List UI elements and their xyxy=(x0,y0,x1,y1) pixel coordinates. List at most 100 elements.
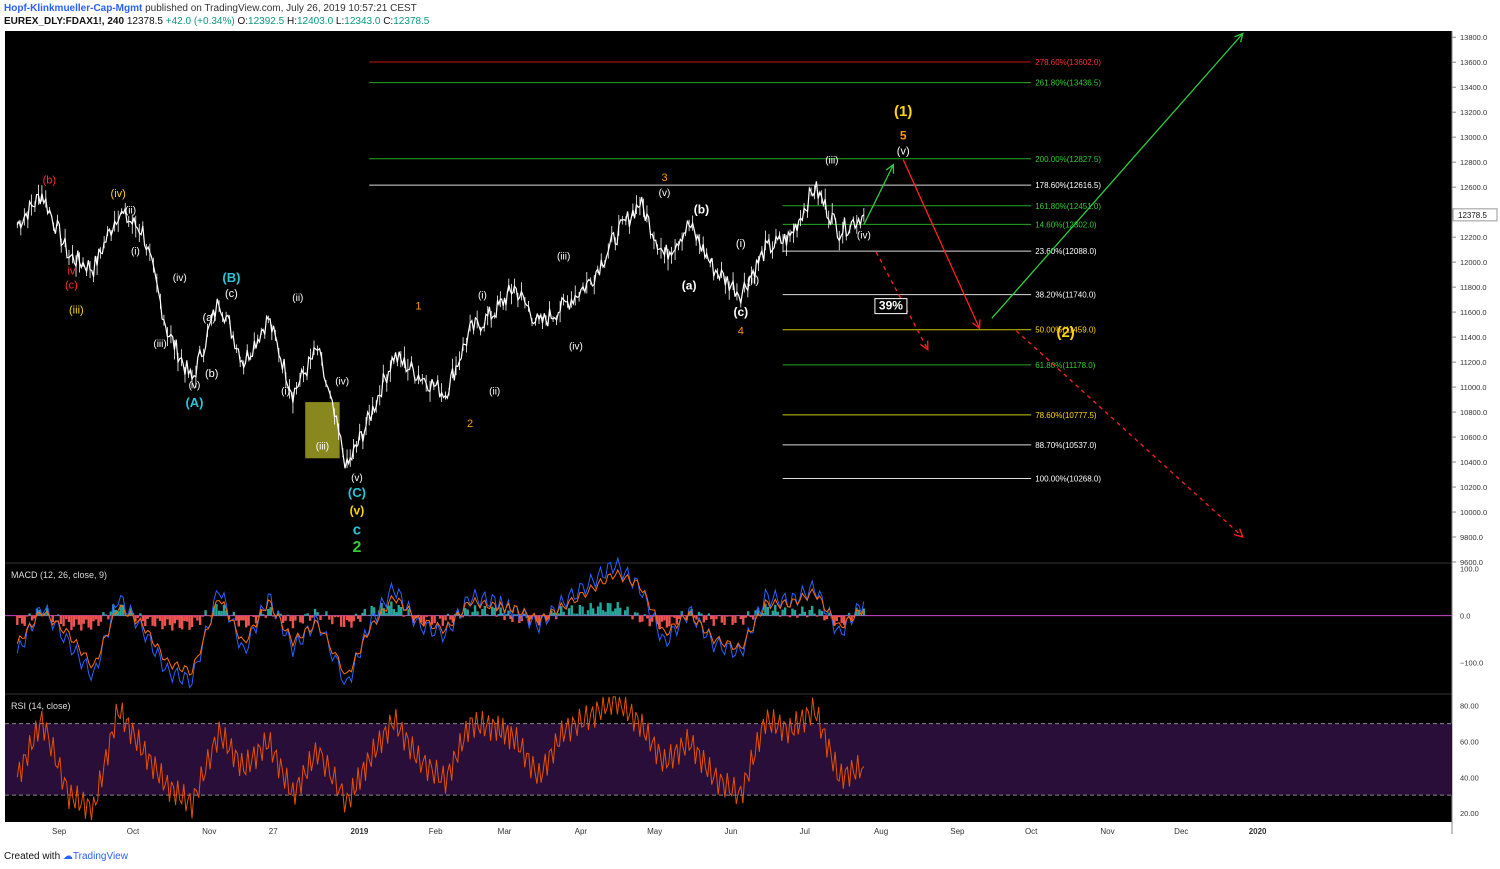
macd-histogram-bar xyxy=(776,611,779,616)
wave-label: (2) xyxy=(1056,324,1074,341)
publish-info: published on TradingView.com, July 26, 2… xyxy=(145,3,417,14)
macd-histogram-bar xyxy=(702,615,706,623)
macd-histogram-bar xyxy=(616,601,619,616)
macd-histogram-bar xyxy=(425,615,428,617)
macd-histogram-bar xyxy=(591,608,595,616)
wave-label: (v) xyxy=(897,146,910,158)
macd-histogram-bar xyxy=(781,609,784,616)
macd-histogram-bar xyxy=(387,605,391,616)
fib-level-label: 14.60%(12302.0) xyxy=(1035,220,1097,229)
macd-histogram-bar xyxy=(220,610,223,616)
macd-histogram-bar xyxy=(99,615,103,622)
macd-histogram-bar xyxy=(783,607,787,616)
fib-level-label: 261.80%(13436.5) xyxy=(1035,79,1101,88)
symbol-header: EUREX_DLY:FDAX1!, 240 12378.5 +42.0 (+0.… xyxy=(4,16,429,27)
macd-histogram-bar xyxy=(537,615,541,626)
macd-histogram-bar xyxy=(499,607,502,616)
macd-histogram-bar xyxy=(217,610,221,616)
macd-histogram-bar xyxy=(530,615,533,620)
macd-histogram-bar xyxy=(264,615,268,618)
low-value: 12343.0 xyxy=(344,16,381,27)
macd-histogram-bar xyxy=(850,615,853,620)
x-tick-label: Sep xyxy=(52,827,67,836)
macd-histogram-bar xyxy=(486,614,489,616)
y-tick-label: 10600.0 xyxy=(1460,433,1487,442)
macd-histogram-bar xyxy=(562,611,565,616)
macd-histogram-bar xyxy=(56,614,60,616)
macd-histogram-bar xyxy=(466,609,469,616)
macd-histogram-bar xyxy=(788,615,792,618)
macd-histogram-bar xyxy=(673,615,676,618)
macd-histogram-bar xyxy=(734,615,737,623)
wave-label: (B) xyxy=(222,270,240,285)
macd-histogram-bar xyxy=(648,615,651,627)
wave-label: (ii) xyxy=(292,293,303,304)
y-tick-label: 13200.0 xyxy=(1460,108,1487,117)
macd-histogram-bar xyxy=(94,615,98,620)
macd-histogram-bar xyxy=(299,615,302,623)
last-price-marker xyxy=(1452,208,1498,222)
macd-histogram-bar xyxy=(601,610,605,616)
macd-histogram-bar xyxy=(316,612,319,616)
x-tick-label: Nov xyxy=(1100,827,1114,836)
macd-histogram-bar xyxy=(575,613,579,616)
macd-histogram-bar xyxy=(501,613,504,616)
macd-histogram-bar xyxy=(82,615,85,624)
macd-histogram-bar xyxy=(586,610,590,616)
wave-label: (iv) xyxy=(569,342,583,353)
macd-histogram-bar xyxy=(707,613,711,616)
macd-histogram-bar xyxy=(658,615,661,629)
macd-histogram-bar xyxy=(85,615,88,620)
macd-histogram-bar xyxy=(774,604,777,616)
author-link[interactable]: Hopf-Klinkmueller-Cap-Mgmt xyxy=(4,3,143,14)
macd-histogram-bar xyxy=(493,607,496,616)
macd-histogram-bar xyxy=(402,615,405,617)
macd-histogram-bar xyxy=(163,615,167,626)
macd-histogram-bar xyxy=(820,610,824,616)
high-label: H: xyxy=(286,16,297,27)
symbol-name: EUREX_DLY:FDAX1!, 240 xyxy=(4,16,125,27)
macd-histogram-bar xyxy=(30,615,34,621)
macd-histogram-bar xyxy=(720,615,724,623)
macd-histogram-bar xyxy=(815,615,819,617)
tradingview-link[interactable]: TradingView xyxy=(72,851,128,862)
macd-histogram-bar xyxy=(153,615,157,627)
macd-histogram-bar xyxy=(306,613,309,616)
y-tick-label: 11600.0 xyxy=(1460,308,1487,317)
macd-histogram-bar xyxy=(114,609,117,616)
macd-histogram-bar xyxy=(188,615,191,630)
macd-histogram-bar xyxy=(838,615,841,618)
macd-histogram-bar xyxy=(146,615,149,619)
macd-histogram-bar xyxy=(375,614,378,616)
macd-histogram-bar xyxy=(337,615,340,618)
macd-histogram-bar xyxy=(433,615,436,624)
rsi-y-tick-label: 40.00 xyxy=(1460,773,1479,782)
macd-histogram-bar xyxy=(80,615,83,631)
macd-histogram-bar xyxy=(678,615,681,620)
low-label: L: xyxy=(335,16,345,27)
macd-histogram-bar xyxy=(660,615,664,622)
macd-histogram-bar xyxy=(550,610,553,616)
fib-level-label: 50.00%(11459.0) xyxy=(1035,326,1096,335)
macd-histogram-bar xyxy=(308,615,312,621)
macd-histogram-bar xyxy=(754,610,757,616)
wave-label: (v) xyxy=(189,380,201,391)
macd-histogram-bar xyxy=(818,609,821,616)
macd-histogram-bar xyxy=(471,611,474,616)
macd-histogram-bar xyxy=(446,613,450,616)
macd-histogram-bar xyxy=(227,615,231,620)
fib-level-label: 200.00%(12827.5) xyxy=(1035,155,1101,164)
macd-histogram-bar xyxy=(59,615,63,625)
macd-histogram-bar xyxy=(107,615,110,620)
macd-histogram-bar xyxy=(168,615,172,626)
macd-histogram-bar xyxy=(468,615,472,617)
wave-label: (iv) xyxy=(111,188,126,200)
macd-histogram-bar xyxy=(638,615,642,623)
x-tick-label: Jun xyxy=(725,827,738,836)
macd-histogram-bar xyxy=(156,615,159,619)
macd-histogram-bar xyxy=(328,615,331,620)
macd-histogram-bar xyxy=(193,615,196,618)
macd-histogram-bar xyxy=(141,615,145,622)
fib-level-label: 100.00%(10268.0) xyxy=(1035,475,1101,484)
